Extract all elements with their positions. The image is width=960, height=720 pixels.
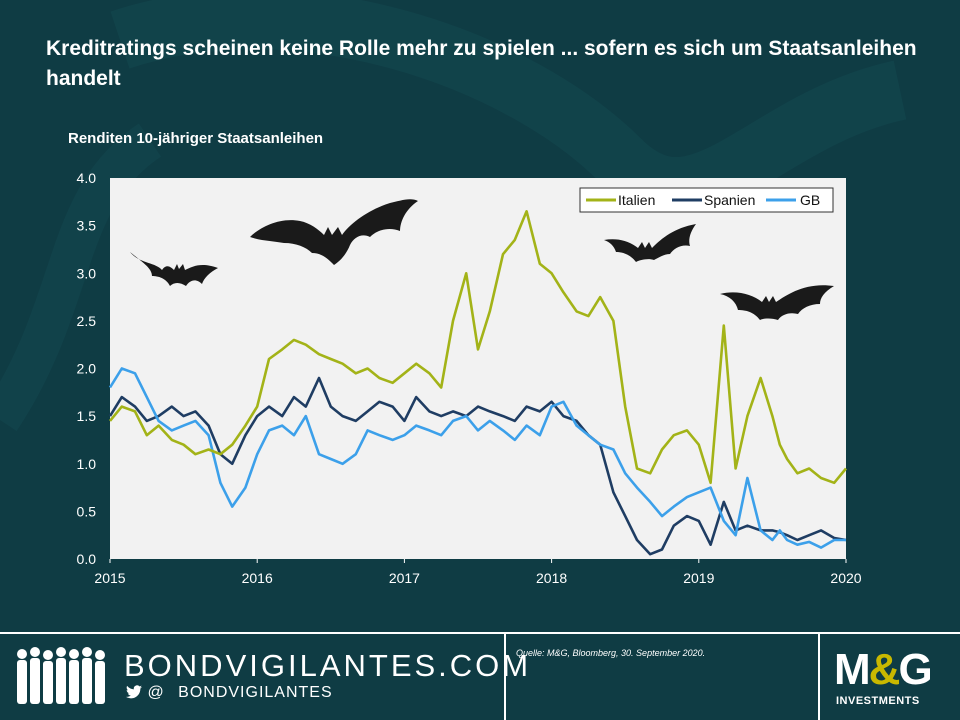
footer-separator bbox=[818, 634, 820, 720]
at-symbol: @ bbox=[147, 684, 165, 701]
y-tick-label: 4.0 bbox=[77, 170, 97, 186]
chart-title: Kreditratings scheinen keine Rolle mehr … bbox=[46, 37, 917, 90]
chart-subtitle: Renditen 10-jähriger Staatsanleihen bbox=[68, 130, 324, 147]
brand-name: BONDVIGILANTES.COM bbox=[124, 648, 532, 683]
y-tick-label: 2.0 bbox=[77, 361, 97, 377]
twitter-icon bbox=[126, 685, 142, 699]
y-axis: 0.0 0.5 1.0 1.5 2.0 2.5 3.0 3.5 4.0 bbox=[77, 170, 97, 567]
x-tick-label: 2020 bbox=[830, 570, 861, 586]
x-tick-label: 2017 bbox=[389, 570, 420, 586]
footer-divider bbox=[0, 632, 960, 634]
logo-g: G bbox=[898, 645, 932, 694]
legend-label-gb: GB bbox=[800, 192, 820, 208]
x-axis: 2015 2016 2017 2018 2019 2020 bbox=[94, 559, 862, 586]
bat-icon bbox=[130, 252, 218, 286]
social-handle: @ BONDVIGILANTES bbox=[126, 684, 333, 702]
y-tick-label: 3.0 bbox=[77, 265, 97, 281]
plot-area bbox=[110, 178, 846, 559]
footer-separator bbox=[504, 634, 506, 720]
background-swirl bbox=[0, 0, 960, 632]
x-tick-label: 2016 bbox=[242, 570, 273, 586]
y-tick-label: 0.5 bbox=[77, 503, 97, 519]
y-tick-label: 3.5 bbox=[77, 218, 97, 234]
y-tick-label: 1.5 bbox=[77, 408, 97, 424]
bat-icon bbox=[604, 224, 696, 262]
x-tick-label: 2015 bbox=[94, 570, 125, 586]
series-group bbox=[108, 210, 848, 556]
y-tick-label: 2.5 bbox=[77, 313, 97, 329]
legend: Italien Spanien GB bbox=[579, 187, 834, 213]
y-tick-label: 1.0 bbox=[77, 456, 97, 472]
legend-label-spanien: Spanien bbox=[704, 192, 755, 208]
bat-icon bbox=[720, 285, 834, 320]
crowd-silhouette-icon bbox=[17, 647, 105, 704]
logo-subtitle: INVESTMENTS bbox=[836, 695, 920, 707]
bat-icon bbox=[250, 199, 418, 265]
series-line-spanien bbox=[108, 376, 847, 556]
source-note: Quelle: M&G, Bloomberg, 30. September 20… bbox=[516, 648, 706, 658]
logo-ampersand: & bbox=[868, 645, 901, 694]
chart: 2015 2016 2017 2018 2019 2020 0.0 0.5 1.0 1.5 2.0… bbox=[77, 170, 862, 586]
x-tick-label: 2019 bbox=[683, 570, 714, 586]
legend-label-italien: Italien bbox=[618, 192, 655, 208]
x-tick-label: 2018 bbox=[536, 570, 567, 586]
logo-m: M bbox=[834, 645, 871, 694]
y-tick-label: 0.0 bbox=[77, 551, 97, 567]
handle-text: BONDVIGILANTES bbox=[178, 684, 333, 701]
series-line-gb bbox=[108, 367, 846, 549]
series-line-italien bbox=[108, 210, 848, 485]
mg-logo: M&G bbox=[834, 648, 950, 692]
